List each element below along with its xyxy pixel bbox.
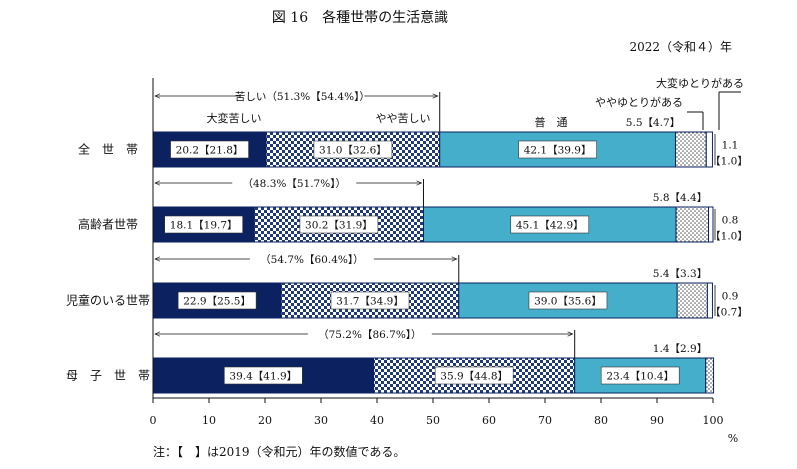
data-label-box [299,215,379,234]
chart-title: 図 16 各種世帯の生活意識 [272,9,448,26]
data-label-somewhat-hard: 30.2【31.9】 [305,220,373,232]
data-label-box [434,366,514,385]
legend-label-normal: 普 通 [535,115,568,129]
category-label: 高齢者世帯 [78,217,138,232]
hardship-total-label: 苦しい（51.3%【54.4%】） [235,90,370,103]
data-label-very-hard: 18.1【19.7】 [170,220,238,232]
category-label: 全 世 帯 [78,142,138,157]
data-label-very-hard: 22.9【25.5】 [183,296,251,308]
data-label-somewhat-hard: 31.7【34.9】 [336,296,404,308]
data-label-box [170,140,249,159]
data-label-very-comfortable: 0.9 [722,291,739,303]
legend-label-very-comfortable: 大変ゆとりがある [656,76,744,90]
data-label-box [164,215,243,234]
footnote: 注：【 】は2019（令和元）年の数値である。 [153,444,405,459]
hardship-label-bg [307,326,432,342]
data-label-very-comfortable: 1.1 [722,140,739,152]
data-label-box [330,291,410,310]
hardship-label-bg [249,251,374,267]
bar-very-comfortable [706,282,713,319]
x-tick-label: 0 [150,414,157,427]
chart-subtitle: 2022（令和４）年 [629,39,732,54]
data-label-box [600,366,680,385]
data-label-somewhat-comfortable: 5.4【3.3】 [653,268,707,280]
data-label-somewhat-hard: 31.0【32.6】 [319,145,387,157]
data-label-very-comfortable-prev: 【1.0】 [710,156,748,168]
x-axis: % 0 10 20 30 40 50 60 70 80 90 100 [150,78,738,445]
data-label-box [510,215,590,234]
data-label-somewhat-comfortable: 1.4【2.9】 [653,343,707,355]
category-label: 児童のいる世帯 [66,293,150,308]
hardship-label-bg [240,88,365,104]
data-label-normal: 23.4【10.4】 [606,371,674,383]
data-label-somewhat-comfortable: 5.5【4.7】 [626,117,680,129]
bar-somewhat-comfortable [676,282,708,319]
data-label-very-comfortable-prev: 【0.7】 [710,307,748,319]
hardship-total-label: （54.7%【60.4%】） [260,254,363,266]
hardship-total-label: （48.3%【51.7%】） [243,178,346,190]
x-axis-unit: % [728,432,738,445]
data-label-box [224,366,303,385]
data-label-box [313,140,393,159]
x-tick-label: 20 [258,414,272,427]
legend-label-very-hard: 大変苦しい [207,111,262,125]
data-label-very-hard: 39.4【41.9】 [229,371,297,383]
data-label-very-comfortable: 0.8 [722,215,739,227]
bars-layer: 全 世 帯 20.2【21.8】 31.0【32.6】 42.1【39.9】 5.5【4… [66,88,748,394]
bar-somewhat-comfortable [674,131,707,168]
category-label: 母 子 世 帯 [66,369,150,383]
series-legend: 大変苦しい やや苦しい 普 通 ややゆとりがある 大変ゆとりがある [207,76,744,130]
x-tick-label: 50 [426,414,440,427]
legend-label-somewhat-comfortable: ややゆとりがある [595,95,683,109]
x-tick-label: 90 [650,414,664,427]
bar-somewhat-comfortable [705,357,715,394]
x-tick-label: 10 [202,414,216,427]
data-label-normal: 45.1【42.9】 [516,220,584,232]
data-label-box [528,291,608,310]
x-tick-label: 80 [594,414,608,427]
x-tick-label: 60 [482,414,496,427]
x-tick-label: 70 [538,414,552,427]
data-label-very-comfortable-prev: 【1.0】 [710,231,748,243]
data-label-very-hard: 20.2【21.8】 [176,145,244,157]
hardship-total-label: （75.2%【86.7%】） [318,329,421,341]
data-label-box [177,291,257,310]
legend-label-somewhat-hard: やや苦しい [376,112,431,125]
data-label-somewhat-comfortable: 5.8【4.4】 [653,192,707,204]
data-label-somewhat-hard: 35.9【44.8】 [440,371,508,383]
x-tick-label: 30 [314,414,328,427]
bar-very-comfortable [705,131,713,168]
hardship-label-bg [232,175,357,191]
data-label-normal: 42.1【39.9】 [524,145,592,157]
data-label-normal: 39.0【35.6】 [534,296,602,308]
x-tick-label: 40 [370,414,384,427]
bar-somewhat-comfortable [675,206,710,243]
data-label-box [518,140,597,159]
bar-very-comfortable [708,206,714,243]
x-tick-label: 100 [703,414,724,427]
